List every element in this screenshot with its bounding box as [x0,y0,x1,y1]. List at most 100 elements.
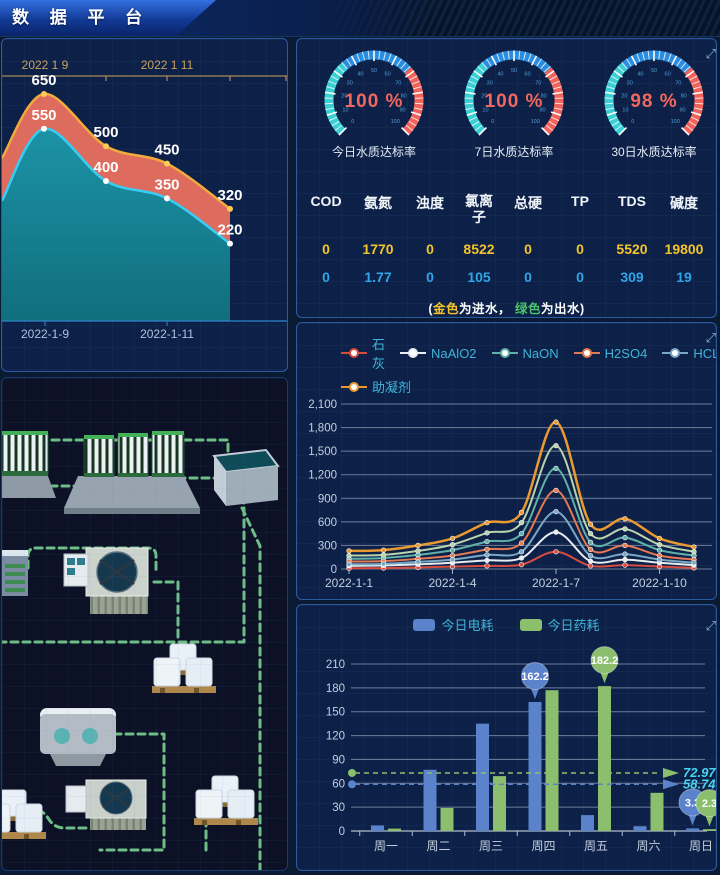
svg-text:0: 0 [631,119,634,125]
note-part: ( [428,302,433,317]
svg-text:30日水质达标率: 30日水质达标率 [611,144,696,159]
legend-label: HCL [693,345,717,361]
bag-cluster [194,775,258,825]
legend-swatch-icon [413,618,436,631]
column-header: 氨氮 [364,195,392,211]
svg-text:70: 70 [675,80,681,86]
bar-electricity [633,826,647,831]
expand-icon[interactable]: ⤢ [705,46,716,61]
dosing-cabinet [2,550,28,596]
bag-cluster [152,643,216,693]
note-part: 金色 [432,302,459,317]
svg-text:100: 100 [671,119,680,125]
expand-icon[interactable]: ⤢ [705,618,716,633]
svg-text:周四: 周四 [531,839,555,853]
table-value: 309 [620,269,644,286]
legend-item-今日药耗[interactable]: 今日药耗 [519,615,600,634]
gauge-2: 010 20 30 40 50 60 70 80 90 100 98 % 30日水质达标率 [604,50,704,159]
note-part: 绿色 [514,302,541,317]
table-value: 19800 [664,241,704,258]
svg-text:0: 0 [339,826,345,838]
svg-text:500: 500 [93,124,118,141]
trend-area-chart: 2022 1 9 2022 1 11 650 550 500 400 450 350 320 22… [2,58,287,341]
svg-text:周一: 周一 [374,839,398,853]
svg-text:2022-1-9: 2022-1-9 [21,327,69,341]
dosing-panel: ⤢ 石灰NaAlO2NaONH2SO4HCLNaCLO助凝剂 030060090… [296,322,717,600]
svg-text:1,500: 1,500 [308,446,337,458]
bar-electricity [528,702,542,831]
legend-label: H2SO4 [604,345,648,361]
bar-chemical [650,792,664,831]
svg-text:100: 100 [391,119,400,125]
table-value: 0 [426,241,434,258]
legend-marker-icon [573,348,600,358]
pipes [2,438,262,870]
expand-icon[interactable]: ⤢ [705,330,716,345]
legend-label: 今日电耗 [441,618,494,633]
svg-text:2,100: 2,100 [308,399,337,411]
svg-text:40: 40 [637,71,643,77]
svg-text:2022-1-7: 2022-1-7 [532,576,580,590]
legend-item-H2SO4[interactable]: H2SO4 [573,345,648,361]
svg-text:40: 40 [357,71,363,77]
svg-text:100: 100 [531,119,540,125]
svg-text:350: 350 [154,176,179,193]
svg-text:0: 0 [491,119,494,125]
svg-text:0: 0 [331,564,337,576]
legend-item-NaAlO2[interactable]: NaAlO2 [400,346,477,361]
legend-item-石灰[interactable]: 石灰 [341,334,385,372]
column-header: 总硬 [514,195,542,211]
area-upper [2,93,230,244]
svg-text:50: 50 [651,68,657,74]
svg-text:20: 20 [481,93,487,99]
svg-text:400: 400 [93,159,118,176]
table-color-note: (金色为进水， 绿色为出水) [297,298,716,317]
svg-text:1,200: 1,200 [308,470,337,482]
legend-item-HCL[interactable]: HCL [662,345,717,361]
legend-item-NaON[interactable]: NaON [491,346,559,361]
legend-item-今日电耗[interactable]: 今日电耗 [413,615,494,634]
svg-text:周五: 周五 [584,839,608,853]
material-bags [2,643,258,839]
bar-electricity [686,828,699,831]
legend-item-助凝剂[interactable]: 助凝剂 [341,377,411,396]
svg-text:550: 550 [31,107,56,124]
storage-tank [212,448,280,506]
table-header-row: COD 氨氮 浊度 氯离子 总硬 TP TDS 碱度 [300,193,716,225]
svg-text:58.74: 58.74 [683,776,716,791]
legend-label: 石灰 [372,337,386,371]
table-value: 8522 [463,241,495,258]
svg-text:300: 300 [318,540,337,552]
svg-text:20: 20 [621,93,627,99]
svg-text:70: 70 [535,80,541,86]
legend-marker-icon [400,348,427,358]
svg-text:周三: 周三 [479,839,503,853]
svg-text:600: 600 [318,517,337,529]
table-value: 1.77 [364,269,392,286]
legend-marker-icon [341,381,367,392]
bar-chemical [545,690,559,831]
svg-text:90: 90 [332,754,345,766]
svg-text:150: 150 [326,707,345,719]
svg-text:周日: 周日 [689,839,713,853]
svg-text:周二: 周二 [426,839,450,853]
svg-text:72.97: 72.97 [683,765,716,780]
svg-text:30: 30 [332,802,345,814]
bar-chemical [493,776,506,831]
svg-text:100 %: 100 % [485,91,544,112]
svg-text:30: 30 [627,80,633,86]
clarifier-2 [65,779,147,830]
membrane-rack-left [2,431,56,498]
legend-marker-icon [341,348,367,358]
svg-text:90: 90 [399,107,405,113]
table-value: 0 [576,241,584,258]
legend-marker-icon [491,348,518,358]
svg-text:2022 1 11: 2022 1 11 [141,58,194,72]
table-value: 0 [576,269,584,286]
value-balloon: 182.2 [590,646,619,684]
series-H2SO4 [346,487,697,565]
series-石灰 [346,549,697,571]
legend-marker-icon [662,348,689,358]
gauge-1: 010 20 30 40 50 60 70 80 90 100 100 % 7日水质达标率 [464,50,564,159]
